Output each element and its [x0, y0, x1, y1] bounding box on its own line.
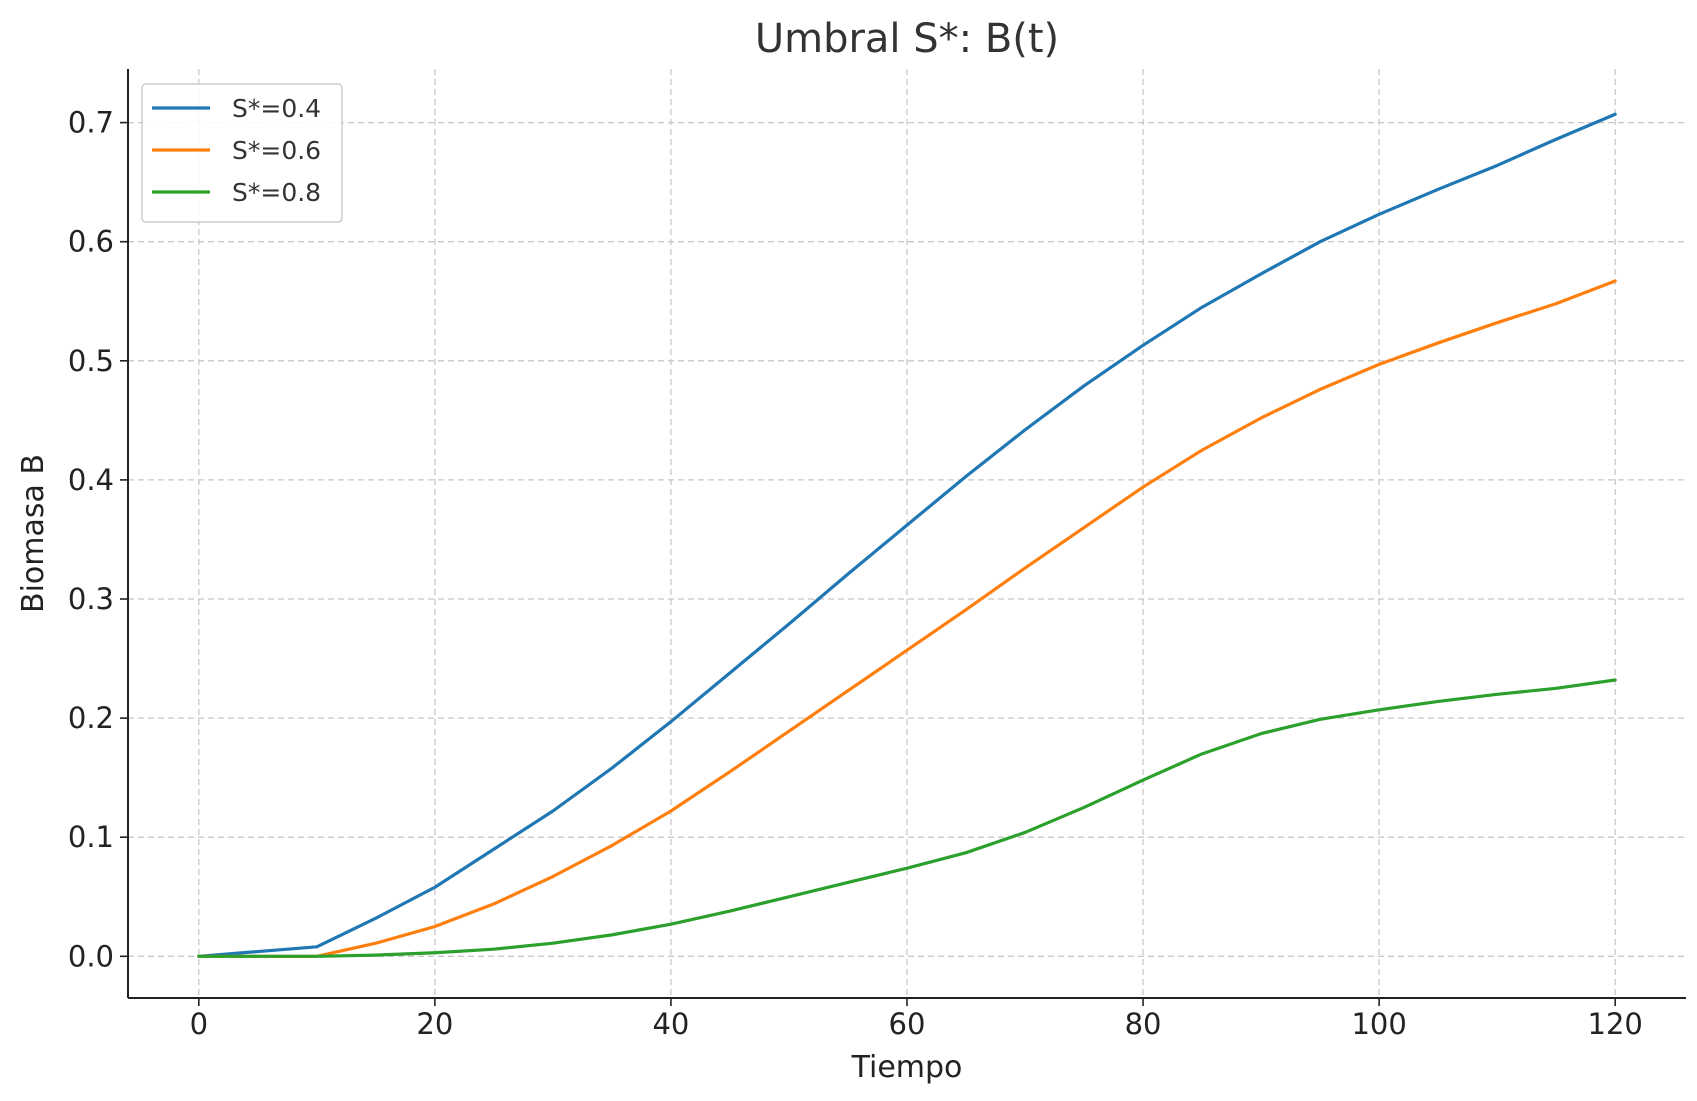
- x-tick-label: 60: [889, 1007, 926, 1041]
- y-tick-label: 0.3: [68, 582, 114, 616]
- legend-label-3: S*=0.8: [232, 178, 321, 207]
- x-tick-label: 100: [1351, 1007, 1406, 1041]
- y-tick-label: 0.7: [68, 106, 114, 140]
- x-tick-label: 40: [652, 1007, 689, 1041]
- series-line-3: [197, 678, 1617, 958]
- series-line-2: [197, 279, 1617, 958]
- legend-box: [141, 83, 343, 223]
- legend: S*=0.4 S*=0.6 S*=0.8: [141, 83, 343, 223]
- y-tick-label: 0.6: [68, 225, 114, 259]
- chart-title: Umbral S*: B(t): [755, 16, 1059, 62]
- x-tick-label: 80: [1125, 1007, 1162, 1041]
- y-axis-label: Biomasa B: [16, 454, 51, 613]
- series-layer: [197, 112, 1617, 958]
- x-axis-label: Tiempo: [851, 1050, 963, 1085]
- series-line-1: [197, 112, 1617, 958]
- grid: [128, 69, 1686, 998]
- x-tick-label: 0: [190, 1007, 208, 1041]
- x-tick-label: 20: [416, 1007, 453, 1041]
- y-tick-label: 0.4: [68, 463, 114, 497]
- ticks: 0 20 40 60 80 100 120 0.0 0.1 0.2 0.3 0.4 0.5 0.6 0.7: [68, 106, 1643, 1041]
- y-tick-label: 0.5: [68, 344, 114, 378]
- x-tick-label: 120: [1588, 1007, 1643, 1041]
- legend-label-2: S*=0.6: [232, 136, 321, 165]
- legend-label-1: S*=0.4: [232, 94, 321, 123]
- y-tick-label: 0.0: [68, 939, 114, 973]
- y-tick-label: 0.1: [68, 820, 114, 854]
- y-tick-label: 0.2: [68, 701, 114, 735]
